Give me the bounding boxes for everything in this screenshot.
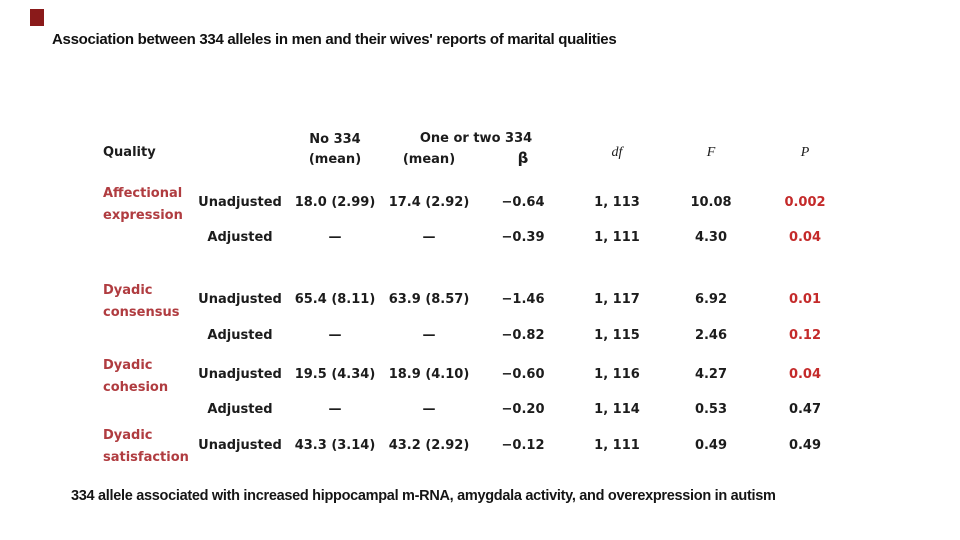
cell-one-or-two-mean: —: [422, 230, 436, 245]
cell-beta: −0.82: [501, 328, 545, 343]
cell-p: 0.47: [788, 402, 822, 417]
cell-f: 4.27: [694, 367, 728, 382]
cell-adjustment: Adjusted: [207, 328, 273, 343]
quality-label-affectional-expression: Affectional expression: [103, 186, 183, 223]
quality-label-dyadic-consensus: Dyadic consensus: [103, 283, 180, 320]
cell-one-or-two-mean: 43.2 (2.92): [388, 438, 470, 453]
cell-f: 10.08: [690, 195, 732, 210]
slide-title: Association between 334 alleles in men a…: [52, 31, 617, 48]
cell-p: 0.04: [788, 230, 822, 245]
cell-no334-mean: —: [328, 230, 342, 245]
cell-one-or-two-mean: 63.9 (8.57): [388, 292, 470, 307]
cell-df: 1, 115: [594, 328, 640, 343]
cell-beta: −0.39: [501, 230, 545, 245]
cell-f: 2.46: [694, 328, 728, 343]
cell-df: 1, 114: [594, 402, 640, 417]
cell-adjustment: Unadjusted: [198, 195, 282, 210]
cell-p: 0.12: [788, 328, 822, 343]
cell-adjustment: Unadjusted: [198, 438, 282, 453]
quality-label-dyadic-satisfaction: Dyadic satisfaction: [103, 428, 189, 465]
cell-no334-mean: 19.5 (4.34): [294, 367, 376, 382]
cell-no334-mean: —: [328, 328, 342, 343]
cell-beta: −1.46: [501, 292, 545, 307]
cell-f: 4.30: [694, 230, 728, 245]
cell-one-or-two-mean: 17.4 (2.92): [388, 195, 470, 210]
cell-no334-mean: 65.4 (8.11): [294, 292, 376, 307]
cell-beta: −0.64: [501, 195, 545, 210]
col-header-df: df: [611, 145, 623, 160]
cell-one-or-two-mean: —: [422, 328, 436, 343]
cell-beta: −0.20: [501, 402, 545, 417]
col-header-f: F: [706, 145, 716, 160]
col-header-no334-line2: (mean): [308, 152, 362, 167]
quality-label-dyadic-cohesion: Dyadic cohesion: [103, 358, 169, 395]
cell-p: 0.04: [788, 367, 822, 382]
cell-one-or-two-mean: 18.9 (4.10): [388, 367, 470, 382]
cell-p: 0.01: [788, 292, 822, 307]
cell-df: 1, 117: [594, 292, 640, 307]
cell-adjustment: Adjusted: [207, 402, 273, 417]
cell-adjustment: Adjusted: [207, 230, 273, 245]
cell-f: 0.49: [694, 438, 728, 453]
cell-no334-mean: —: [328, 402, 342, 417]
cell-p: 0.49: [788, 438, 822, 453]
col-header-one-or-two-334: One or two 334: [419, 131, 533, 146]
cell-no334-mean: 43.3 (3.14): [294, 438, 376, 453]
cell-beta: −0.12: [501, 438, 545, 453]
cell-adjustment: Unadjusted: [198, 367, 282, 382]
col-header-no334-line1: No 334: [309, 132, 361, 147]
cell-one-or-two-mean: —: [422, 402, 436, 417]
col-header-beta: β: [517, 149, 529, 167]
cell-f: 6.92: [694, 292, 728, 307]
cell-p: 0.002: [784, 195, 826, 210]
cell-df: 1, 113: [594, 195, 640, 210]
cell-df: 1, 116: [594, 367, 640, 382]
col-header-p: P: [800, 145, 810, 160]
col-header-quality: Quality: [103, 145, 156, 160]
cell-df: 1, 111: [594, 438, 640, 453]
cell-no334-mean: 18.0 (2.99): [294, 195, 376, 210]
col-header-one-or-two-mean: (mean): [402, 152, 456, 167]
accent-square: [30, 9, 44, 26]
footer-note: 334 allele associated with increased hip…: [71, 488, 776, 504]
cell-f: 0.53: [694, 402, 728, 417]
cell-adjustment: Unadjusted: [198, 292, 282, 307]
cell-beta: −0.60: [501, 367, 545, 382]
cell-df: 1, 111: [594, 230, 640, 245]
